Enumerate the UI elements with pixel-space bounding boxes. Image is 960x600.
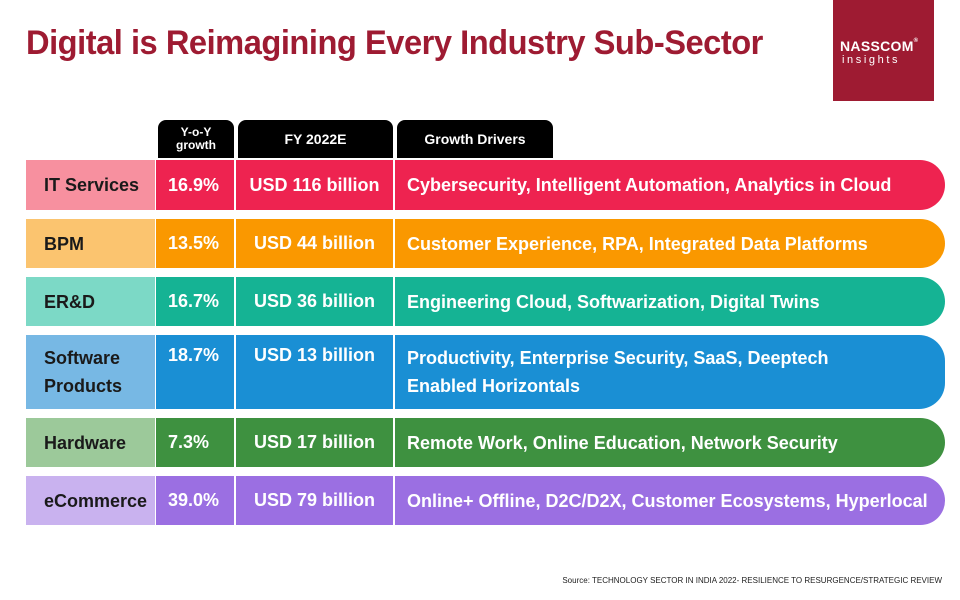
growth-drivers-line1: Cybersecurity, Intelligent Automation, A…: [407, 175, 892, 195]
growth-drivers-line1: Productivity, Enterprise Security, SaaS,…: [407, 348, 829, 368]
header-yoy-line2: growth: [176, 138, 216, 152]
sector-name-line1: IT Services: [44, 175, 140, 195]
nasscom-logo: NASSCOM® insights: [833, 0, 934, 101]
header-yoy-line1: Y-o-Y: [180, 125, 212, 139]
fy-value: USD 17 billion: [236, 418, 393, 467]
fy-value: USD 116 billion: [236, 160, 393, 210]
yoy-growth-value: 16.9%: [156, 160, 234, 210]
sector-name-line2: Products: [44, 376, 123, 396]
logo-reg-mark: ®: [913, 38, 919, 44]
logo-name: NASSCOM: [840, 38, 914, 54]
sector-name: eCommerce: [26, 476, 155, 525]
fy-value: USD 44 billion: [236, 219, 393, 268]
sector-name-line1: Software: [44, 348, 121, 368]
page-title: Digital is Reimagining Every Industry Su…: [26, 24, 763, 62]
header-growth-drivers: Growth Drivers: [397, 120, 553, 158]
logo-sub-text: insights: [842, 54, 901, 66]
sector-name: Hardware: [26, 418, 155, 467]
growth-drivers-line1: Engineering Cloud, Softwarization, Digit…: [407, 291, 820, 312]
sector-name: Software Products: [26, 335, 155, 409]
sector-name-line1: BPM: [44, 233, 84, 254]
header-yoy-growth: Y-o-Y growth: [158, 120, 234, 158]
sector-name: ER&D: [26, 277, 155, 326]
logo-main-text: NASSCOM®: [840, 38, 934, 54]
sector-name: BPM: [26, 219, 155, 268]
growth-drivers-line1: Customer Experience, RPA, Integrated Dat…: [407, 233, 868, 254]
yoy-growth-value: 16.7%: [156, 277, 234, 326]
growth-drivers-line1: Online+ Offline, D2C/D2X, Customer Ecosy…: [407, 490, 928, 511]
growth-drivers-line1: Remote Work, Online Education, Network S…: [407, 432, 838, 453]
sector-name-line1: eCommerce: [44, 490, 148, 511]
fy-value: USD 36 billion: [236, 277, 393, 326]
sector-name-line1: Hardware: [44, 432, 127, 453]
yoy-growth-value: 7.3%: [156, 418, 234, 467]
yoy-growth-value: 39.0%: [156, 476, 234, 525]
header-fy-2022e: FY 2022E: [238, 120, 393, 158]
growth-drivers-line2: Enabled Horizontals: [407, 376, 581, 396]
growth-drivers: Online+ Offline, D2C/D2X, Customer Ecosy…: [395, 476, 945, 525]
growth-drivers: Engineering Cloud, Softwarization, Digit…: [395, 277, 945, 326]
yoy-growth-value: 18.7%: [156, 335, 234, 409]
growth-drivers: Productivity, Enterprise Security, SaaS,…: [395, 335, 945, 409]
growth-drivers: Remote Work, Online Education, Network S…: [395, 418, 945, 467]
growth-drivers: Cybersecurity, Intelligent Automation, A…: [395, 160, 945, 210]
growth-drivers: Customer Experience, RPA, Integrated Dat…: [395, 219, 945, 268]
sector-name-line1: ER&D: [44, 291, 96, 312]
sector-name: IT Services: [26, 160, 155, 210]
source-note: Source: TECHNOLOGY SECTOR IN INDIA 2022-…: [562, 576, 942, 585]
fy-value: USD 13 billion: [236, 335, 393, 409]
yoy-growth-value: 13.5%: [156, 219, 234, 268]
fy-value: USD 79 billion: [236, 476, 393, 525]
